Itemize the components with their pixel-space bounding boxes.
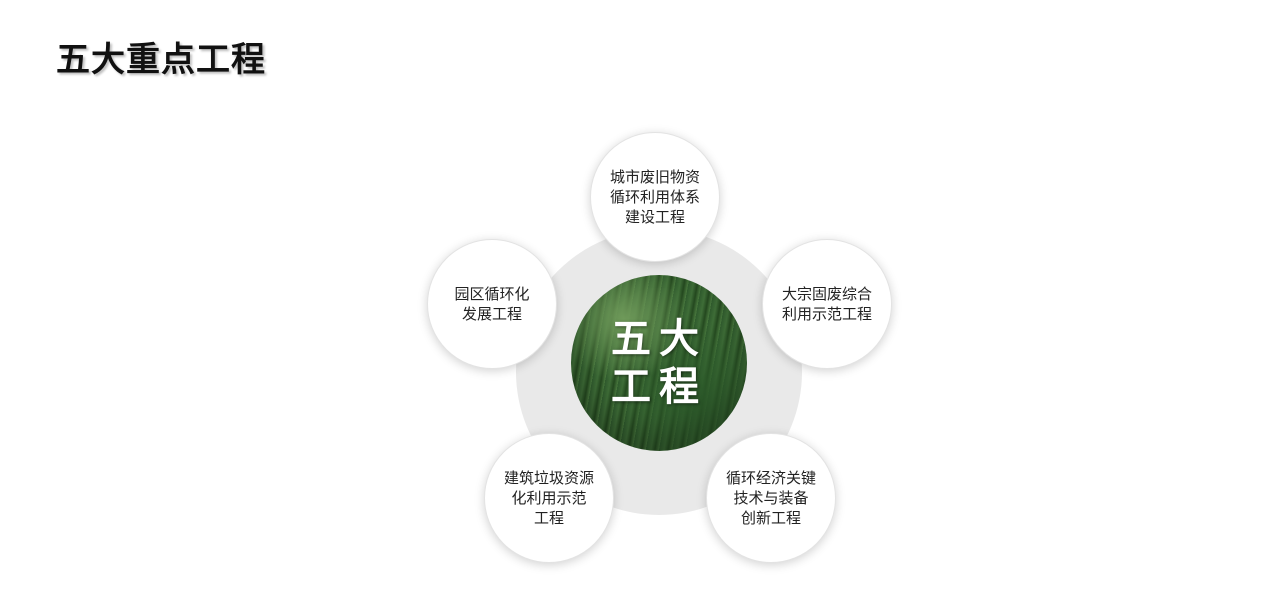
node-label: 循环经济关键 技术与装备 创新工程: [725, 469, 816, 527]
node-label: 建筑垃圾资源 化利用示范 工程: [503, 469, 594, 527]
node-label: 园区循环化 发展工程: [454, 285, 530, 323]
node-label: 城市废旧物资 循环利用体系 建设工程: [609, 168, 700, 226]
center-label: 五大 工程: [571, 275, 747, 451]
node-park-circular: 园区循环化 发展工程: [427, 239, 557, 369]
node-label: 大宗固废综合 利用示范工程: [781, 285, 872, 323]
node-urban-waste-recycling: 城市废旧物资 循环利用体系 建设工程: [590, 132, 720, 262]
center-label-line2: 工程: [611, 364, 707, 410]
page-title: 五大重点工程: [56, 40, 266, 80]
center-forest-circle: 五大 工程: [571, 275, 747, 451]
node-construction-waste: 建筑垃圾资源 化利用示范 工程: [484, 433, 614, 563]
node-bulk-solid-waste: 大宗固废综合 利用示范工程: [762, 239, 892, 369]
center-label-line1: 五大: [611, 316, 707, 362]
node-circular-tech: 循环经济关键 技术与装备 创新工程: [706, 433, 836, 563]
